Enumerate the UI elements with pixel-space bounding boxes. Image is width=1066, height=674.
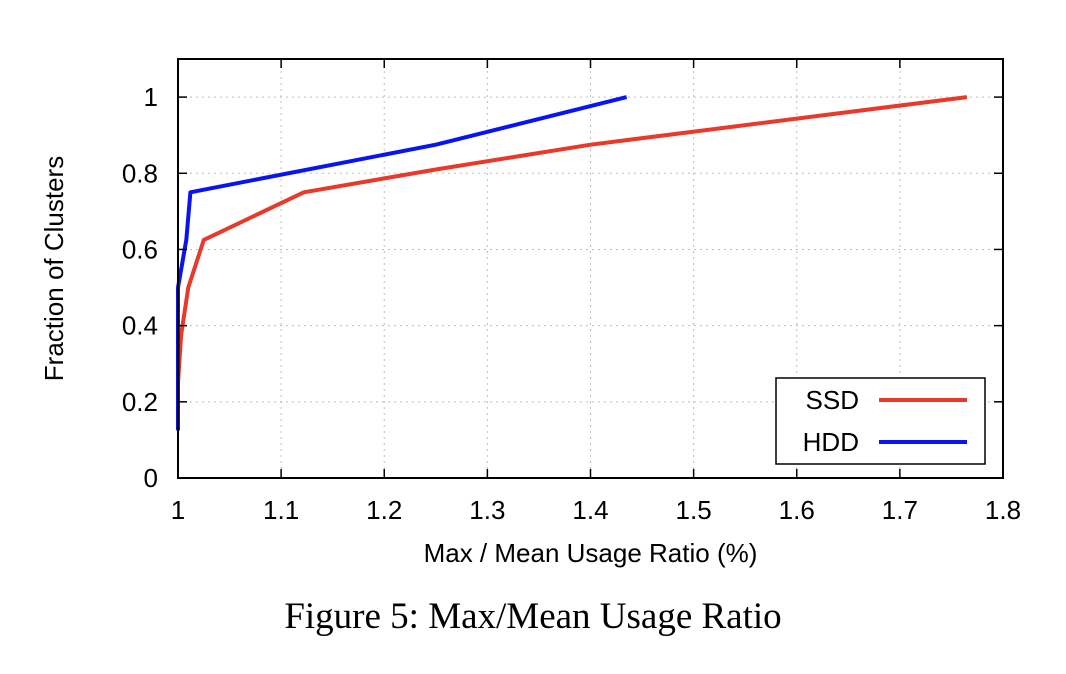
y-tick-label: 0.4	[122, 311, 158, 341]
legend-box	[775, 377, 986, 465]
y-tick-label: 0.6	[122, 234, 158, 264]
x-tick-label: 1.5	[676, 495, 712, 525]
figure-caption: Figure 5: Max/Mean Usage Ratio	[284, 596, 782, 637]
legend-label-hdd: HDD	[803, 427, 859, 457]
x-tick-label: 1.3	[469, 495, 505, 525]
x-tick-label: 1.4	[572, 495, 608, 525]
y-tick-label: 0	[144, 463, 158, 493]
x-tick-label: 1.8	[985, 495, 1021, 525]
series-line-hdd	[176, 95, 628, 431]
y-tick-label: 1	[144, 82, 158, 112]
x-tick-label: 1.7	[882, 495, 918, 525]
y-tick-label: 0.8	[122, 158, 158, 188]
ticks: 1 1.1 1.2 1.3 1.4 1.5 1.6 1.7 1.8 0 0.2 0.4 0.6 0.8 1	[122, 59, 1021, 525]
legend-label-ssd: SSD	[806, 385, 859, 415]
x-tick-label: 1.6	[779, 495, 815, 525]
x-tick-label: 1	[171, 495, 185, 525]
y-tick-label: 0.2	[122, 387, 158, 417]
x-axis-title: Max / Mean Usage Ratio (%)	[424, 538, 758, 568]
legend: SSD HDD	[775, 377, 986, 465]
x-tick-label: 1.1	[263, 495, 299, 525]
y-axis-title: Fraction of Clusters	[39, 156, 69, 381]
x-tick-label: 1.2	[366, 495, 402, 525]
